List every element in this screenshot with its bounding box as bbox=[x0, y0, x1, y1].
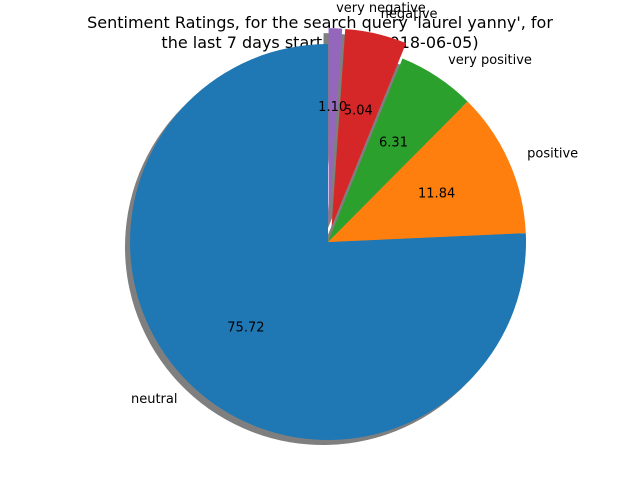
pie-slice-neutral bbox=[129, 44, 527, 440]
pie-slice-negative bbox=[331, 29, 407, 227]
slice-value-neutral: 75.72 bbox=[227, 320, 264, 335]
slice-label-negative: negative bbox=[381, 7, 438, 22]
slice-label-very-positive: very positive bbox=[448, 53, 532, 68]
slice-label-positive: positive bbox=[527, 146, 578, 161]
chart-title-line-1: Sentiment Ratings, for the search query … bbox=[87, 13, 553, 32]
pie-slice-positive bbox=[328, 101, 526, 242]
slice-label-neutral: neutral bbox=[131, 392, 178, 407]
slice-value-negative: 5.04 bbox=[344, 103, 373, 118]
slice-label-very-negative: very negative bbox=[336, 1, 426, 16]
pie-labels: neutral 75.72 positive 11.84 very positive 6.… bbox=[131, 1, 578, 407]
slice-value-very-positive: 6.31 bbox=[379, 135, 408, 150]
slice-value-positive: 11.84 bbox=[418, 186, 455, 201]
pie-slice-very-negative bbox=[328, 28, 343, 227]
pie-slice-very-positive bbox=[328, 58, 468, 243]
slice-value-very-negative: 1.10 bbox=[318, 100, 347, 115]
pie-wedges bbox=[129, 28, 527, 440]
